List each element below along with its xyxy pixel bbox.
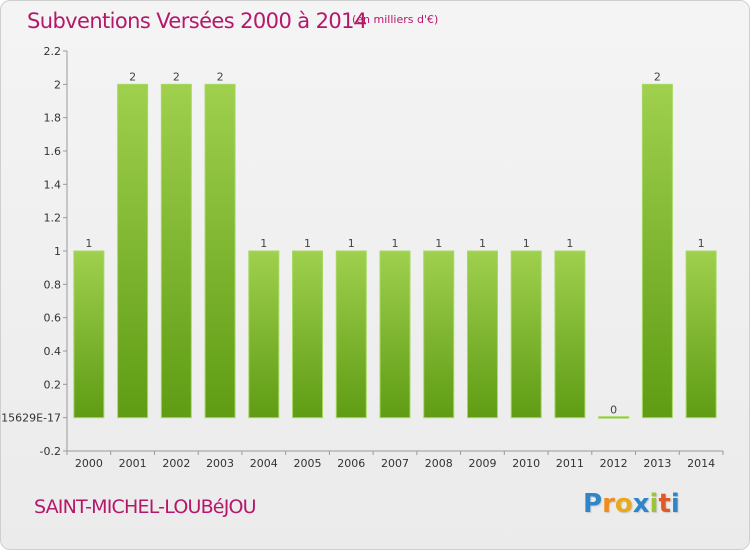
commune-name: SAINT-MICHEL-LOUBéJOU — [34, 496, 257, 518]
bar — [160, 83, 192, 419]
x-tick-label: 2010 — [512, 457, 540, 470]
data-label: 1 — [304, 237, 311, 250]
data-label: 2 — [654, 70, 661, 83]
x-tick-label: 2004 — [250, 457, 278, 470]
bar — [641, 83, 673, 419]
x-tick-label: 2012 — [600, 457, 628, 470]
y-tick-label: 1 — [54, 245, 61, 258]
bar — [335, 250, 367, 419]
logo-letter: o — [614, 489, 633, 519]
bar — [292, 250, 324, 419]
bar — [204, 83, 236, 419]
x-tick-label: 2014 — [687, 457, 715, 470]
bar — [466, 250, 498, 419]
bar — [510, 250, 542, 419]
y-tick-label: 1.8 — [44, 112, 62, 125]
x-tick-label: 2001 — [119, 457, 147, 470]
data-label: 1 — [479, 237, 486, 250]
x-tick-label: 2006 — [337, 457, 365, 470]
data-label: 1 — [85, 237, 92, 250]
x-tick-label: 2008 — [425, 457, 453, 470]
data-label: 1 — [523, 237, 530, 250]
chart-subtitle: (en milliers d'€) — [352, 13, 439, 26]
x-tick-label: 2000 — [75, 457, 103, 470]
logo-letter: i — [649, 489, 659, 519]
data-label: 2 — [173, 70, 180, 83]
y-tick-label: 0.4 — [44, 345, 62, 358]
x-tick-label: 2003 — [206, 457, 234, 470]
data-label: 1 — [260, 237, 267, 250]
y-tick-label: -0.2 — [40, 445, 61, 458]
data-label: 1 — [566, 237, 573, 250]
x-tick-label: 2007 — [381, 457, 409, 470]
y-tick-label: 2 — [54, 78, 61, 91]
y-tick-label: 1.2 — [44, 212, 62, 225]
data-label: 0 — [610, 404, 617, 417]
data-label: 1 — [698, 237, 705, 250]
data-label: 1 — [392, 237, 399, 250]
y-tick-label: 1.4 — [44, 178, 62, 191]
data-label: 2 — [129, 70, 136, 83]
logo-letter: t — [658, 489, 671, 519]
y-tick-label: 0.6 — [44, 312, 62, 325]
proxiti-logo: Proxiti — [583, 489, 680, 519]
data-label: 1 — [435, 237, 442, 250]
logo-letter: x — [632, 489, 650, 519]
bar — [379, 250, 411, 419]
y-tick-label: -15629E-17 — [1, 412, 61, 425]
chart-title: Subventions Versées 2000 à 2014 — [27, 9, 367, 33]
data-label: 2 — [217, 70, 224, 83]
bar — [117, 83, 149, 419]
bar — [685, 250, 717, 419]
x-tick-label: 2009 — [468, 457, 496, 470]
x-tick-label: 2013 — [643, 457, 671, 470]
x-tick-label: 2002 — [162, 457, 190, 470]
bar — [423, 250, 455, 419]
chart-axes: 2.2 2 1.8 1.6 1.4 1.2 1 0.8 0.6 0.4 0.2 -15629E-17 -… — [1, 45, 724, 458]
y-tick-label: 1.6 — [44, 145, 62, 158]
chart-labels: 1 2000 2 2001 2 2002 2 2003 1 2004 1 2005 1 2006 1 2007… — [75, 70, 715, 470]
x-tick-label: 2005 — [294, 457, 322, 470]
logo-letter: r — [602, 489, 615, 519]
logo-letter: P — [583, 489, 603, 519]
y-tick-label: 2.2 — [44, 45, 62, 58]
bar — [73, 250, 105, 419]
chart-bars — [73, 83, 717, 419]
y-tick-label: 0.2 — [44, 378, 62, 391]
data-label: 1 — [348, 237, 355, 250]
bar — [554, 250, 586, 419]
y-tick-label: 0.8 — [44, 278, 62, 291]
x-tick-label: 2011 — [556, 457, 584, 470]
bar — [598, 416, 630, 419]
bar — [248, 250, 280, 419]
logo-letter: i — [670, 489, 680, 519]
